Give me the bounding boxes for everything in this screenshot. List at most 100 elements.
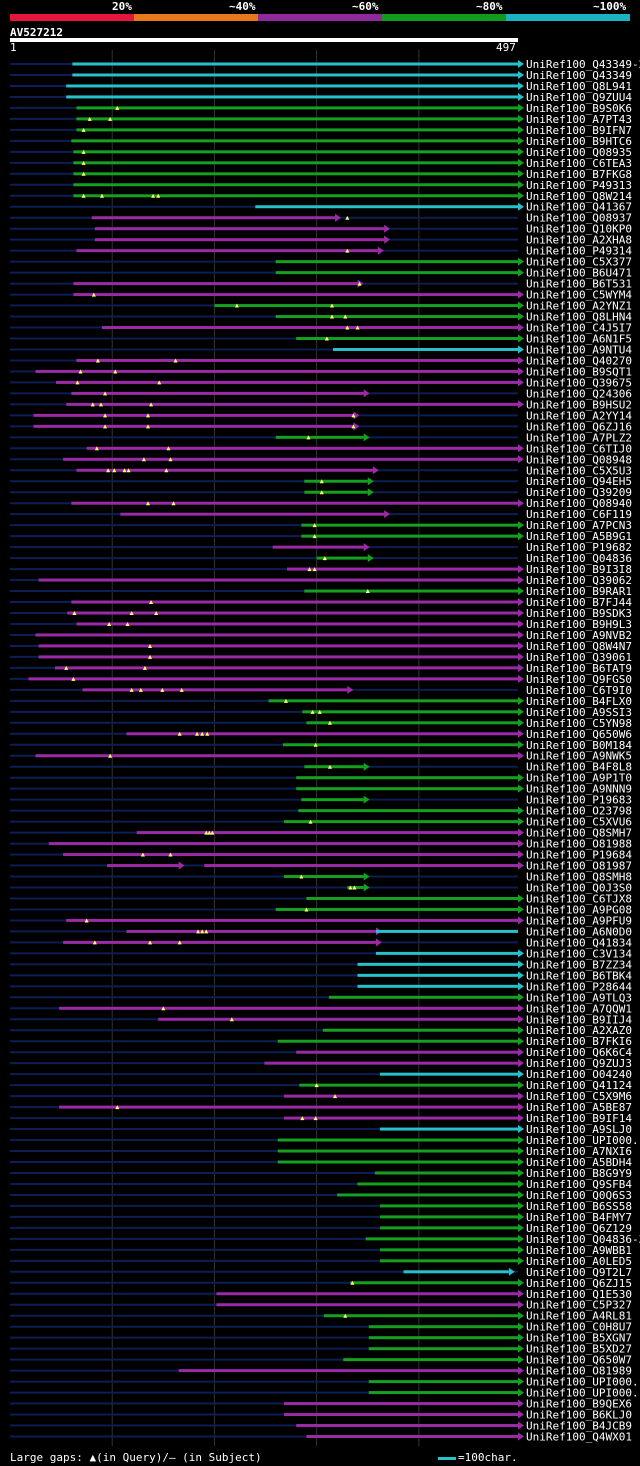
hit-segment xyxy=(275,435,364,439)
gap-marker xyxy=(145,413,150,418)
hit-end-arrow xyxy=(518,1311,524,1320)
hit-segment xyxy=(204,864,518,868)
hit-label: UniRef100_C5YN98 xyxy=(526,717,632,730)
hit-segment xyxy=(368,1325,518,1329)
hit-label: UniRef100_C5X5U3 xyxy=(526,464,632,477)
gap-marker xyxy=(179,687,184,692)
gap-marker xyxy=(81,160,86,165)
hit-label: UniRef100_B6KLJ0 xyxy=(526,1409,632,1422)
gap-marker xyxy=(351,424,356,429)
hit-label: UniRef100_B7FKG8 xyxy=(526,168,632,181)
hit-end-arrow xyxy=(518,1234,524,1243)
hit-end-arrow xyxy=(518,532,524,541)
hit-label: UniRef100_Q94EH5 xyxy=(526,475,632,488)
hit-end-arrow xyxy=(518,784,524,793)
hit-segment xyxy=(55,380,519,384)
gap-marker xyxy=(164,468,169,473)
hit-segment xyxy=(268,699,518,703)
hit-end-arrow xyxy=(518,202,524,211)
hit-segment xyxy=(283,1094,518,1098)
hit-label: UniRef100_Q08937 xyxy=(526,212,632,225)
hit-label: UniRef100_Q8SMH7 xyxy=(526,827,632,840)
hit-end-arrow xyxy=(518,1004,524,1013)
hit-end-arrow xyxy=(518,993,524,1002)
hit-label: UniRef100_A2YY14 xyxy=(526,409,632,422)
hit-label: UniRef100_UPI000... xyxy=(526,1376,640,1389)
hit-segment xyxy=(73,282,358,286)
hit-label: UniRef100_B9SQT1 xyxy=(526,365,632,378)
hit-label: UniRef100_O81989 xyxy=(526,1365,632,1378)
hit-label: UniRef100_Q08935 xyxy=(526,146,632,159)
gap-marker xyxy=(148,654,153,659)
hit-end-arrow xyxy=(363,389,370,398)
gap-marker xyxy=(205,731,210,736)
hit-segment xyxy=(71,391,364,395)
gap-marker xyxy=(145,501,150,506)
hit-end-arrow xyxy=(518,773,524,782)
hit-segment xyxy=(302,710,518,714)
hit-end-arrow xyxy=(518,1114,524,1123)
hit-end-arrow xyxy=(518,444,524,453)
hit-label: UniRef100_B7FJ44 xyxy=(526,596,632,609)
hit-label: UniRef100_C6F119 xyxy=(526,508,632,521)
hit-label: UniRef100_A7PCN3 xyxy=(526,519,632,532)
gap-marker xyxy=(352,885,357,890)
hit-label: UniRef100_Q10KP0 xyxy=(526,223,632,236)
hit-end-arrow xyxy=(518,1179,524,1188)
hit-label: UniRef100_A7PLZ2 xyxy=(526,431,632,444)
legend-swatch-20 xyxy=(10,14,134,21)
footer-scale-legend: =100char. xyxy=(438,1451,518,1464)
legend-label-20: 20% xyxy=(112,0,132,13)
gap-marker xyxy=(99,193,104,198)
hit-label: UniRef100_Q9ZUJ3 xyxy=(526,1057,632,1070)
gap-marker xyxy=(333,1094,338,1099)
hit-segment xyxy=(306,896,518,900)
hit-label: UniRef100_UPI000... xyxy=(526,1134,640,1147)
hit-segment xyxy=(304,490,368,494)
hit-segment xyxy=(72,62,518,66)
gap-marker xyxy=(149,600,154,605)
hit-segment xyxy=(301,798,364,802)
hit-end-arrow xyxy=(518,1015,524,1024)
hit-end-arrow xyxy=(518,576,524,585)
hit-label: UniRef100_B5XD27 xyxy=(526,1343,632,1356)
gap-marker xyxy=(348,885,353,890)
hit-end-arrow xyxy=(518,268,524,277)
hit-segment xyxy=(72,73,518,77)
hit-end-arrow xyxy=(518,916,524,925)
hit-end-arrow xyxy=(518,499,524,508)
hit-end-arrow xyxy=(518,861,524,870)
gap-marker xyxy=(98,402,103,407)
hit-end-arrow xyxy=(518,806,524,815)
hit-label: UniRef100_B4JCB9 xyxy=(526,1420,632,1433)
gap-marker xyxy=(129,611,134,615)
hit-label: UniRef100_A2XHA8 xyxy=(526,234,632,247)
hit-segment xyxy=(126,732,519,736)
hit-segment xyxy=(283,1413,518,1417)
legend-label-60: ~60% xyxy=(352,0,379,13)
hit-label: UniRef100_A6N0D0 xyxy=(526,925,632,938)
gap-marker xyxy=(319,490,324,495)
hit-segment xyxy=(178,1369,518,1373)
hit-segment xyxy=(66,918,519,922)
gap-marker xyxy=(106,468,111,473)
hit-end-arrow xyxy=(518,751,524,760)
gap-marker xyxy=(234,303,239,308)
gap-marker xyxy=(350,1280,355,1285)
hit-label: UniRef100_P19682 xyxy=(526,541,632,554)
gap-marker xyxy=(75,380,80,385)
hit-segment xyxy=(76,106,518,110)
hit-segment xyxy=(350,1281,518,1285)
gap-marker xyxy=(149,402,154,407)
gap-marker xyxy=(365,589,370,594)
hit-segment xyxy=(82,688,348,692)
hit-label: UniRef100_Q39209 xyxy=(526,486,632,499)
gap-marker xyxy=(103,391,108,396)
hit-label: UniRef100_A9PFU9 xyxy=(526,914,632,927)
gap-marker xyxy=(283,698,288,703)
hit-end-arrow xyxy=(518,740,524,749)
gap-marker xyxy=(345,248,350,253)
hit-label: UniRef100_O04240 xyxy=(526,1068,632,1081)
hit-end-arrow xyxy=(518,630,524,639)
hit-segment xyxy=(54,666,518,670)
